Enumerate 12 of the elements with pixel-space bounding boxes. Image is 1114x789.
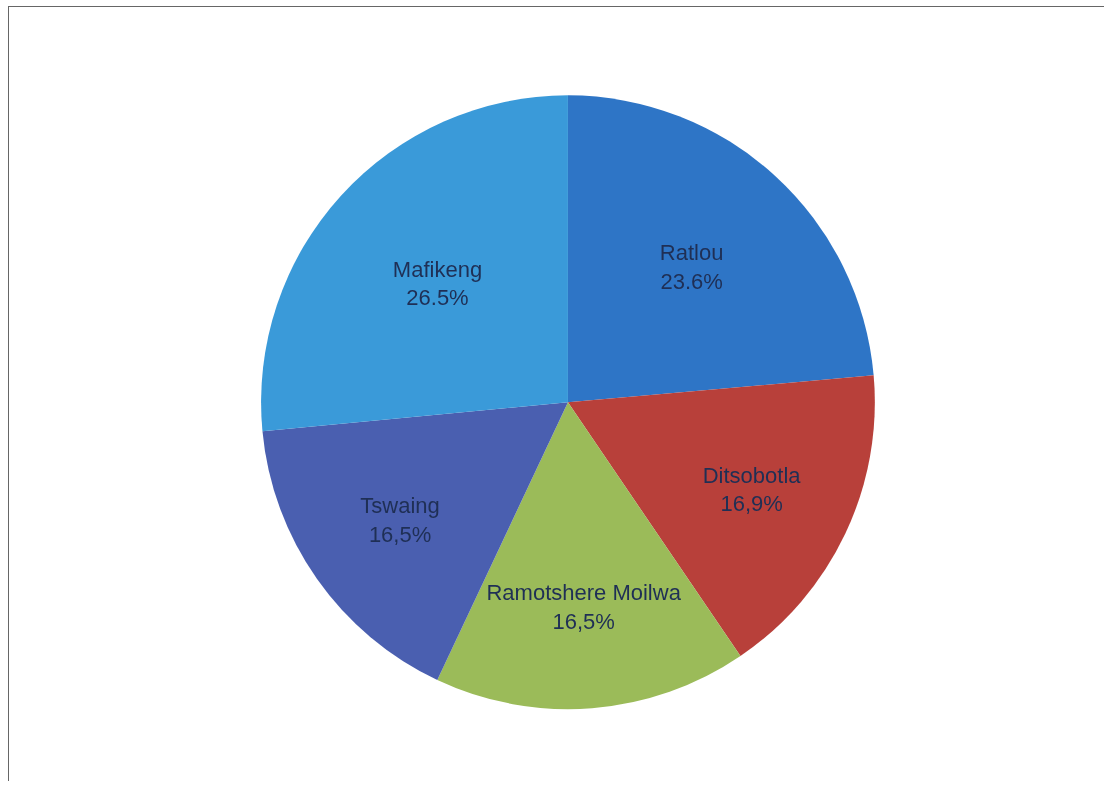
- slice-label: Ratlou: [659, 240, 724, 266]
- pie-slice: [261, 95, 568, 432]
- data-label: 26.5%: [406, 285, 469, 311]
- data-label: 16,5%: [552, 608, 615, 634]
- slice-label: Ditsobotla: [702, 462, 802, 488]
- data-label: 23.6%: [660, 268, 723, 294]
- slice-label: Ramotshere Moilwa: [486, 580, 682, 606]
- pie-slice: [567, 95, 874, 403]
- slice-label: Mafikeng: [392, 256, 483, 282]
- slice-label: Tswaing: [360, 493, 440, 519]
- data-label: 16,5%: [368, 522, 432, 548]
- data-label: 16,9%: [720, 491, 783, 517]
